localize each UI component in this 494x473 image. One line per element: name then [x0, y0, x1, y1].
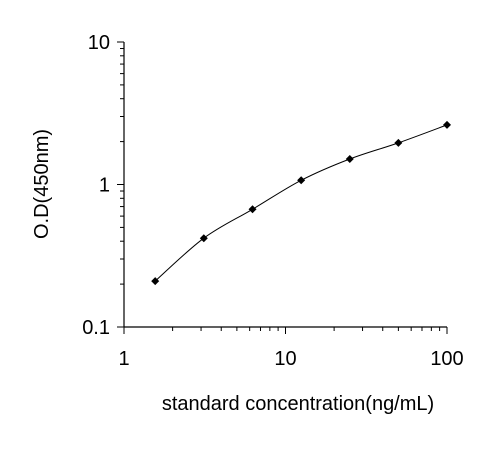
y-tick-label: 1 — [99, 175, 110, 197]
data-point — [297, 176, 306, 185]
x-axis-title: standard concentration(ng/mL) — [162, 393, 434, 415]
series-line — [154, 124, 448, 282]
axes-layer — [123, 42, 447, 328]
y-axis-title: O.D(450nm) — [31, 129, 53, 239]
x-tick-label: 1 — [118, 348, 129, 370]
data-point — [443, 120, 451, 129]
x-tick-label: 100 — [430, 348, 463, 370]
data-point — [199, 234, 208, 243]
data-point — [151, 277, 160, 286]
y-tick-label: 10 — [88, 32, 110, 54]
y-tick-label: 0.1 — [82, 317, 110, 339]
data-point — [394, 138, 403, 147]
points-layer — [151, 120, 451, 286]
x-tick-label: 10 — [274, 348, 296, 370]
data-point — [248, 205, 257, 214]
curve-layer — [154, 124, 448, 282]
ticks-layer: 0.1 1 10 1 10 100 — [82, 32, 464, 370]
data-point — [345, 155, 354, 163]
